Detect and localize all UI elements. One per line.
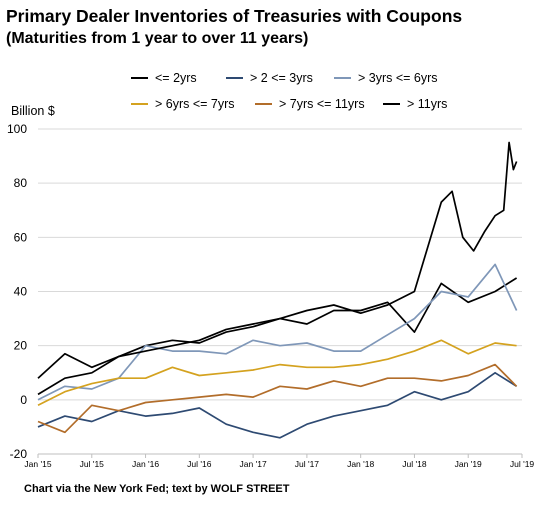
series-lines (37, 141, 518, 439)
legend-item-3-6yrs: > 3yrs <= 6yrs (334, 71, 438, 85)
legend-label-6-7yrs: > 6yrs <= 7yrs (155, 97, 235, 111)
source-note: Chart via the New York Fed; text by WOLF… (24, 483, 290, 495)
x-tick-label: Jan '18 (347, 459, 374, 469)
chart-subtitle: (Maturities from 1 year to over 11 years… (6, 30, 309, 47)
series-line-4 (37, 363, 518, 434)
legend-item-6-7yrs: > 6yrs <= 7yrs (131, 97, 235, 111)
y-tick-label: 0 (20, 393, 27, 407)
legend-item-le-2yrs: <= 2yrs (131, 71, 197, 85)
x-tick-label: Jul '19 (510, 459, 535, 469)
x-tick-label: Jan '19 (455, 459, 482, 469)
series-line-3 (37, 339, 517, 407)
legend-swatch-gt-11yrs (383, 103, 400, 105)
series-line-5 (37, 141, 518, 396)
legend-label-2-3yrs: > 2 <= 3yrs (250, 71, 313, 85)
x-tick-label: Jul '17 (295, 459, 320, 469)
legend-swatch-6-7yrs (131, 103, 148, 105)
x-tick-label: Jul '16 (187, 459, 212, 469)
legend-label-gt-11yrs: > 11yrs (407, 97, 448, 111)
legend-label-le-2yrs: <= 2yrs (155, 71, 197, 85)
legend-label-3-6yrs: > 3yrs <= 6yrs (358, 71, 438, 85)
x-tick-label: Jul '18 (402, 459, 427, 469)
y-tick-label: 60 (14, 230, 28, 244)
legend-swatch-3-6yrs (334, 77, 351, 79)
x-tick-label: Jan '15 (24, 459, 51, 469)
y-tick-label: 40 (14, 285, 28, 299)
legend-swatch-le-2yrs (131, 77, 148, 79)
x-tick-label: Jan '17 (240, 459, 267, 469)
y-tick-label: -20 (10, 447, 28, 461)
legend-swatch-2-3yrs (226, 77, 243, 79)
legend-item-2-3yrs: > 2 <= 3yrs (226, 71, 313, 85)
legend-item-gt-11yrs: > 11yrs (383, 97, 447, 111)
y-tick-label: 80 (14, 176, 28, 190)
y-axis-ticks: -20 0 20 40 60 80 100 (7, 122, 27, 461)
legend-item-7-11yrs: > 7yrs <= 11yrs (255, 97, 365, 111)
chart-title: Primary Dealer Inventories of Treasuries… (6, 6, 463, 26)
legend-swatch-7-11yrs (255, 103, 272, 105)
gridlines (38, 128, 522, 455)
y-tick-label: 100 (7, 122, 27, 136)
x-tick-label: Jan '16 (132, 459, 159, 469)
x-tick-label: Jul '15 (80, 459, 105, 469)
y-axis-label: Billion $ (11, 104, 55, 118)
x-axis-ticks: Jan '15 Jul '15 Jan '16 Jul '16 Jan '17 Jul '… (24, 454, 534, 469)
y-tick-label: 20 (14, 339, 28, 353)
legend-label-7-11yrs: > 7yrs <= 11yrs (279, 97, 365, 111)
